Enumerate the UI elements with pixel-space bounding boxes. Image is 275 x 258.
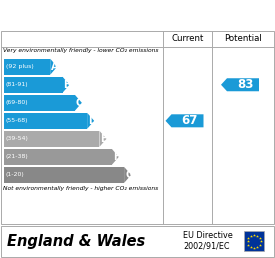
Text: (21-38): (21-38) [6,154,29,159]
Text: (81-91): (81-91) [6,82,29,87]
Bar [4,167,124,183]
Polygon shape [100,131,106,147]
Text: 83: 83 [237,78,253,91]
Text: EU Directive: EU Directive [183,231,233,240]
Polygon shape [75,95,82,111]
Bar [4,131,100,147]
Bar [4,113,87,129]
Text: D: D [88,116,96,126]
Text: G: G [125,170,133,180]
Bar [4,149,112,165]
Bar [4,95,75,111]
Polygon shape [221,78,259,91]
Polygon shape [87,113,94,129]
Text: Potential: Potential [224,34,262,43]
Text: (92 plus): (92 plus) [6,64,34,69]
Polygon shape [62,77,70,93]
Text: E: E [100,134,107,144]
Polygon shape [50,59,57,75]
Polygon shape [166,114,204,127]
Bar [244,231,264,252]
Text: 67: 67 [181,114,198,127]
Polygon shape [124,167,131,183]
Bar [4,59,50,75]
Text: A: A [51,62,59,72]
Text: England & Wales: England & Wales [7,234,145,249]
Text: F: F [113,152,119,162]
Text: C: C [76,98,83,108]
Text: Environmental Impact (CO: Environmental Impact (CO [5,8,179,21]
Text: Very environmentally friendly - lower CO₂ emissions: Very environmentally friendly - lower CO… [3,48,158,53]
Text: (69-80): (69-80) [6,100,29,105]
Text: (39-54): (39-54) [6,136,29,141]
Bar [4,77,62,93]
Text: (1-20): (1-20) [6,172,25,178]
Text: B: B [64,80,71,90]
Text: ) Rating: ) Rating [192,8,245,21]
Text: 2: 2 [186,17,191,26]
Text: Not environmentally friendly - higher CO₂ emissions: Not environmentally friendly - higher CO… [3,186,158,191]
Text: (55-68): (55-68) [6,118,29,123]
Text: 2002/91/EC: 2002/91/EC [183,241,230,251]
Text: Current: Current [171,34,204,43]
Polygon shape [112,149,119,165]
